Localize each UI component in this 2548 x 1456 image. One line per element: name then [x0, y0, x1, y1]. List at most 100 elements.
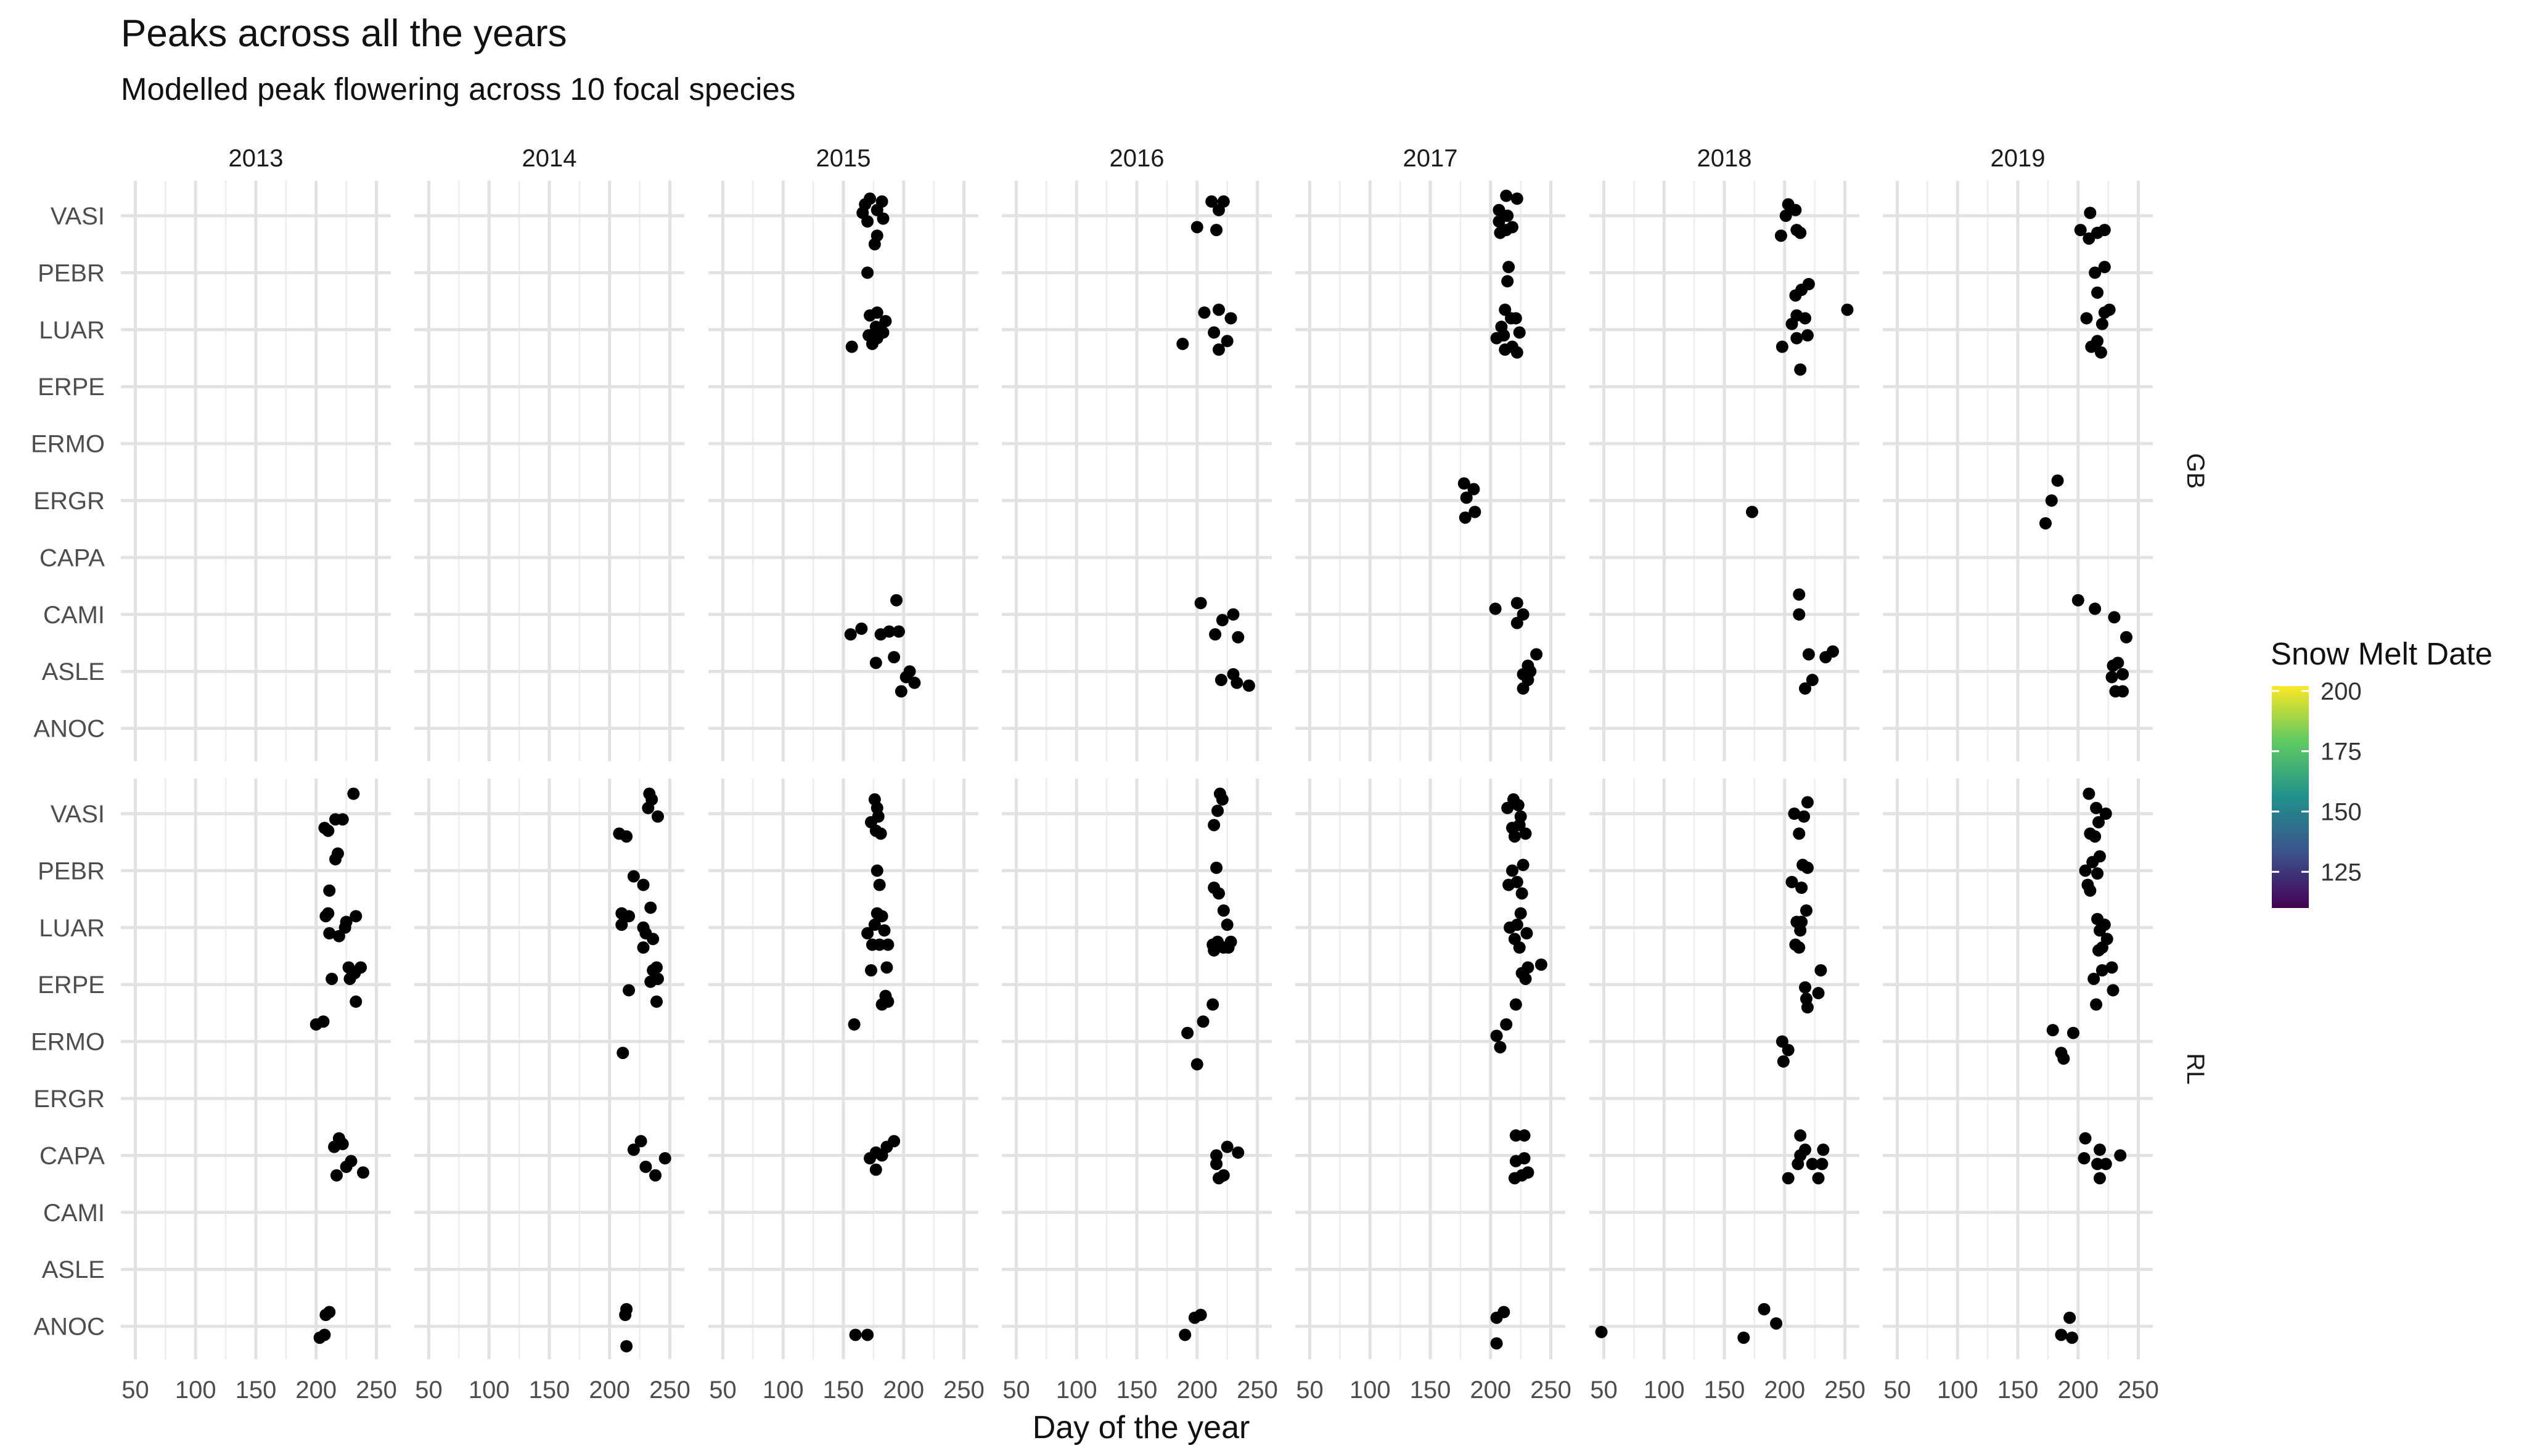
- data-point: [1508, 933, 1521, 946]
- data-point: [880, 961, 893, 974]
- data-point: [1211, 804, 1224, 817]
- data-point: [1502, 261, 1515, 274]
- y-tick-label: ERGR: [33, 1086, 105, 1113]
- data-point: [649, 1169, 662, 1182]
- x-tick-label: 50: [415, 1376, 443, 1404]
- data-point: [1530, 648, 1543, 661]
- data-point: [1510, 616, 1523, 629]
- legend-tick-label: 200: [2321, 678, 2362, 705]
- data-point: [1208, 326, 1221, 339]
- data-point: [2081, 878, 2094, 891]
- data-point: [615, 918, 628, 931]
- data-point: [1814, 964, 1827, 977]
- data-point: [332, 1132, 345, 1145]
- data-point: [323, 884, 336, 897]
- data-point: [1510, 597, 1523, 610]
- data-point: [2099, 808, 2112, 820]
- data-point: [864, 964, 877, 977]
- data-point: [888, 1135, 901, 1148]
- panel-GB-2014: [414, 181, 684, 761]
- data-point: [1198, 306, 1211, 319]
- data-point: [639, 1160, 652, 1173]
- data-point: [1802, 648, 1815, 661]
- data-point: [848, 1018, 861, 1031]
- data-point: [1505, 340, 1518, 353]
- data-point: [1505, 864, 1518, 877]
- facet-column-label: 2016: [1110, 145, 1165, 172]
- data-point: [1210, 1149, 1223, 1162]
- data-point: [1776, 1035, 1788, 1048]
- data-point: [1798, 810, 1811, 823]
- data-point: [1206, 998, 1219, 1011]
- data-point: [1509, 312, 1522, 325]
- data-point: [1489, 602, 1502, 615]
- x-tick-label: 100: [175, 1376, 216, 1404]
- data-point: [1197, 1015, 1210, 1028]
- data-point: [650, 995, 663, 1008]
- data-point: [1789, 938, 1802, 951]
- data-point: [2046, 1024, 2059, 1037]
- data-point: [1793, 608, 1806, 621]
- data-point: [879, 314, 892, 327]
- data-point: [1469, 505, 1481, 518]
- data-point: [1758, 1303, 1771, 1315]
- x-tick-label: 250: [1237, 1376, 1278, 1404]
- data-point: [644, 901, 657, 914]
- data-point: [2090, 998, 2103, 1011]
- data-point: [2091, 867, 2104, 880]
- data-point: [2084, 827, 2097, 840]
- y-tick-label: VASI: [51, 203, 105, 230]
- data-point: [1509, 998, 1522, 1011]
- data-point: [1221, 335, 1234, 348]
- data-point: [1490, 1029, 1503, 1042]
- y-tick-label: PEBR: [38, 260, 105, 287]
- data-point: [2098, 224, 2111, 237]
- data-point: [620, 1303, 633, 1315]
- data-point: [627, 1143, 640, 1156]
- data-point: [1501, 275, 1514, 288]
- panel-GB-2019: [1883, 181, 2153, 761]
- data-point: [637, 941, 650, 954]
- data-point: [1224, 935, 1237, 948]
- data-point: [868, 793, 881, 806]
- y-tick-label: ERMO: [31, 431, 105, 458]
- x-tick-label: 150: [823, 1376, 864, 1404]
- data-point: [2055, 1328, 2068, 1341]
- data-point: [342, 961, 355, 974]
- x-tick-label: 150: [1704, 1376, 1745, 1404]
- x-tick-label: 50: [1296, 1376, 1324, 1404]
- data-point: [347, 787, 360, 800]
- y-tick-label: LUAR: [39, 317, 105, 344]
- data-point: [1493, 203, 1505, 216]
- y-tick-label: CAPA: [39, 544, 105, 571]
- legend-ticks: 200 175 150 125: [2272, 678, 2362, 886]
- data-point: [2045, 494, 2058, 507]
- data-point: [1499, 303, 1512, 316]
- x-tick-label: 100: [1644, 1376, 1685, 1404]
- data-point: [2108, 611, 2121, 624]
- data-point: [861, 266, 874, 279]
- data-point: [1518, 1129, 1531, 1142]
- data-point: [1517, 608, 1530, 621]
- x-tick-label: 250: [1824, 1376, 1866, 1404]
- data-point: [643, 787, 656, 800]
- data-point: [1534, 958, 1547, 971]
- y-tick-label: ERMO: [31, 1029, 105, 1056]
- x-tick-label: 200: [1470, 1376, 1511, 1404]
- panel-GB-2018: [1589, 181, 1859, 761]
- data-point: [873, 938, 886, 951]
- x-tick-label: 200: [2057, 1376, 2099, 1404]
- data-point: [326, 972, 338, 985]
- data-point: [1513, 326, 1526, 339]
- data-point: [620, 830, 633, 843]
- data-point: [870, 907, 883, 920]
- data-point: [345, 1155, 358, 1168]
- data-point: [1490, 1337, 1503, 1350]
- data-point: [1181, 1026, 1194, 1039]
- data-point: [1497, 1306, 1510, 1319]
- x-tick-label: 150: [529, 1376, 570, 1404]
- data-point: [1826, 645, 1839, 658]
- facet-row-label: RL: [2182, 1053, 2209, 1084]
- facet-column-label: 2015: [816, 145, 871, 172]
- data-point: [1799, 682, 1812, 695]
